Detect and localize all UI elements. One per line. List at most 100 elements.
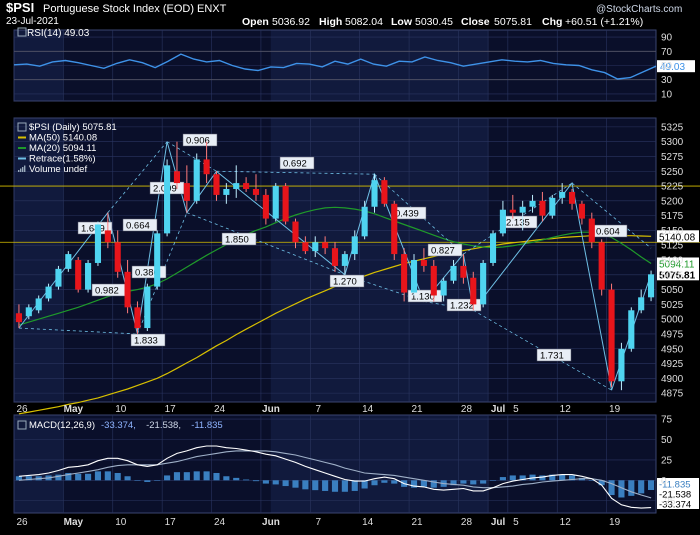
- macd-histogram-bar: [233, 477, 240, 481]
- candle-body: [341, 254, 348, 266]
- x-tick-label: Jun: [262, 404, 280, 415]
- x-tick-label: 24: [214, 517, 226, 528]
- macd-histogram-bar: [213, 472, 220, 481]
- macd-histogram-bar: [164, 475, 171, 481]
- candle-body: [401, 254, 408, 293]
- macd-histogram-bar: [312, 480, 319, 491]
- retrace-label: 0.906: [186, 136, 210, 147]
- candle-body: [302, 242, 309, 252]
- candle-body: [499, 209, 506, 234]
- volume-legend-swatch: [18, 170, 20, 172]
- candle-body: [75, 260, 82, 290]
- retrace-label: 0.692: [283, 159, 307, 170]
- rsi-line: [13, 53, 657, 80]
- exchange-label: ENXT: [197, 3, 227, 15]
- macd-histogram-bar: [638, 480, 645, 494]
- candle-body: [638, 297, 645, 311]
- macd-histogram-bar: [391, 480, 398, 484]
- candle-body: [272, 186, 279, 219]
- price-last-label-box: [657, 268, 699, 281]
- rsi-tick-label: 50: [661, 61, 673, 72]
- x-tick-label: 17: [165, 404, 177, 415]
- price-tick-label: 4950: [661, 344, 684, 355]
- macd-tick-label: -25: [661, 496, 676, 507]
- macd-legend-value: -21.538,: [146, 420, 181, 431]
- retrace-label: 1.270: [333, 277, 357, 288]
- candle-body: [65, 254, 72, 269]
- candle-body: [292, 221, 299, 243]
- macd-histogram-bar: [292, 480, 299, 488]
- macd-histogram-bar: [262, 480, 269, 484]
- candle-body: [233, 183, 240, 189]
- macd-histogram-bar: [144, 480, 151, 482]
- macd-hist-last-label-box: [657, 478, 699, 489]
- candle-body: [351, 236, 358, 255]
- candle-body: [420, 260, 427, 266]
- price-last-label: 5075.81: [659, 270, 696, 281]
- candle-body: [114, 242, 121, 272]
- retrace-label: 1.649: [81, 224, 105, 235]
- candle-body: [282, 186, 289, 222]
- macd-histogram-bar: [272, 480, 279, 485]
- retrace-dashed-line: [137, 212, 188, 335]
- rsi-tick-label: 70: [661, 47, 673, 58]
- price-tick-label: 5250: [661, 167, 684, 178]
- macd-line: [18, 445, 652, 509]
- price-tick-label: 5025: [661, 300, 684, 311]
- candle-body: [549, 197, 556, 216]
- macd-histogram-bar: [371, 480, 378, 486]
- macd-histogram-bar: [114, 472, 121, 481]
- ma50-last-label-box: [657, 230, 699, 243]
- volume-legend-swatch: [24, 165, 26, 172]
- open-value: 5036.92: [272, 16, 310, 28]
- retrace-label-box: [329, 274, 365, 288]
- ma20-last-label: 5094.11: [659, 259, 695, 270]
- macd-histogram-bar: [75, 473, 82, 481]
- macd-tick-label: 0: [661, 476, 667, 487]
- candle-body: [15, 313, 23, 323]
- candle-body: [154, 233, 161, 287]
- candle-body: [55, 268, 62, 287]
- x-tick-label: 12: [560, 404, 572, 415]
- price-tick-label: 4875: [661, 389, 684, 400]
- retrace-label: 2.135: [506, 218, 530, 229]
- macd-tick-label: 50: [661, 435, 673, 446]
- volume-legend-swatch: [22, 167, 24, 172]
- price-tick-label: 5300: [661, 137, 684, 148]
- macd-histogram-bar: [450, 480, 457, 486]
- retrace-dashed-line: [18, 327, 138, 335]
- candle-body: [45, 286, 52, 299]
- price-tick-label: 5325: [661, 122, 684, 133]
- retrace-label: 0.827: [431, 246, 455, 257]
- macd-histogram-bar: [509, 475, 516, 481]
- rsi-title: RSI(14) 49.03: [27, 28, 90, 39]
- low-label: Low: [391, 16, 413, 28]
- chg-label: Chg: [542, 16, 562, 28]
- macd-legend-value: -33.374,: [101, 420, 136, 431]
- rsi-tick-label: 90: [661, 33, 673, 44]
- candle-body: [410, 260, 418, 293]
- candle-body: [144, 286, 151, 329]
- open-label: Open: [242, 16, 269, 28]
- candle-body: [628, 310, 635, 349]
- macd-histogram-bar: [628, 480, 635, 496]
- candle-body: [529, 200, 536, 207]
- macd-tick-label: 75: [661, 415, 673, 426]
- rsi-legend-swatch: [17, 27, 27, 37]
- volume-legend-swatch: [20, 168, 22, 172]
- macd-histogram-bar: [568, 475, 576, 481]
- retrace-label-box: [182, 133, 218, 147]
- macd-legend-swatch: [17, 420, 27, 430]
- macd-histogram-bar: [410, 480, 418, 488]
- retrace-dashed-line: [216, 170, 375, 175]
- macd-histogram-bar: [15, 476, 23, 481]
- candle-body: [331, 248, 339, 266]
- price-tick-label: 5200: [661, 196, 684, 207]
- x-tick-label: 10: [115, 517, 127, 528]
- macd-histogram-bar: [55, 474, 62, 481]
- chg-value: +60.51 (+1.21%): [565, 16, 643, 28]
- candle-body: [243, 183, 250, 189]
- macd-histogram-bar: [282, 480, 289, 487]
- macd-histogram-bar: [124, 476, 131, 481]
- retrace-label: 0.664: [126, 221, 150, 232]
